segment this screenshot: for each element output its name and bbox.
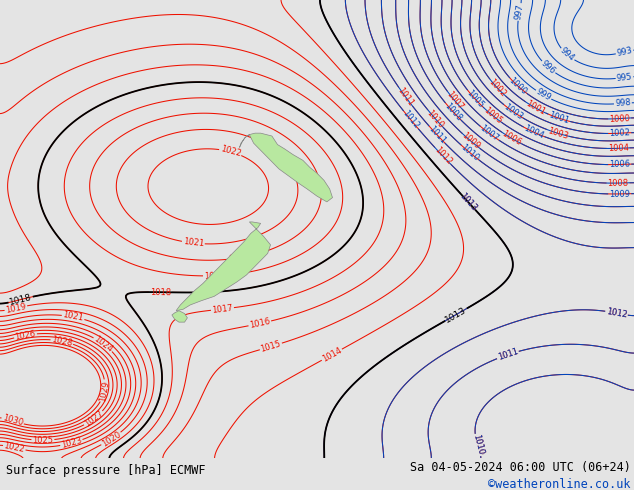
Text: 1028: 1028 <box>51 335 73 348</box>
Text: 1029: 1029 <box>98 380 110 402</box>
Text: 1012: 1012 <box>432 146 453 167</box>
Text: 1011: 1011 <box>427 124 448 146</box>
Text: 998: 998 <box>614 98 631 108</box>
Text: 1008: 1008 <box>443 101 463 122</box>
Text: 1017: 1017 <box>212 303 233 315</box>
Text: 1011: 1011 <box>496 347 519 362</box>
Text: 1020: 1020 <box>100 429 122 448</box>
Text: 1011: 1011 <box>496 347 519 362</box>
Text: 1002: 1002 <box>609 128 630 138</box>
Text: 1005: 1005 <box>482 105 503 125</box>
Text: 1000: 1000 <box>609 114 630 123</box>
Text: 1006: 1006 <box>609 160 630 169</box>
Text: 1021: 1021 <box>62 311 84 323</box>
Text: 1010: 1010 <box>425 108 446 130</box>
Text: 1023: 1023 <box>60 436 83 450</box>
Text: 1021: 1021 <box>183 238 204 248</box>
Text: 1010: 1010 <box>459 143 481 163</box>
Text: 995: 995 <box>616 72 633 83</box>
Text: 1012: 1012 <box>401 109 421 131</box>
Text: 1014: 1014 <box>320 345 343 364</box>
Text: 1020: 1020 <box>228 252 250 264</box>
Text: 1030: 1030 <box>1 414 24 428</box>
Text: 994: 994 <box>559 46 576 63</box>
Text: 1012: 1012 <box>605 307 628 319</box>
Polygon shape <box>172 311 188 322</box>
Text: 996: 996 <box>540 59 557 76</box>
Text: 1004: 1004 <box>607 144 629 153</box>
Text: 1012: 1012 <box>605 307 628 319</box>
Text: 993: 993 <box>616 46 633 58</box>
Text: 1015: 1015 <box>259 339 282 354</box>
Text: 1002: 1002 <box>487 77 508 98</box>
Text: 1007: 1007 <box>478 123 501 144</box>
Text: ©weatheronline.co.uk: ©weatheronline.co.uk <box>488 478 631 490</box>
Text: 1010: 1010 <box>471 434 485 456</box>
Text: 1027: 1027 <box>82 409 105 429</box>
Text: Surface pressure [hPa] ECMWF: Surface pressure [hPa] ECMWF <box>6 465 206 477</box>
Text: 1022: 1022 <box>3 441 25 454</box>
Text: 1013: 1013 <box>458 191 479 213</box>
Text: 1003: 1003 <box>502 102 524 122</box>
Text: 1001: 1001 <box>548 111 571 126</box>
Text: 1018: 1018 <box>150 288 171 297</box>
Polygon shape <box>176 222 271 311</box>
Text: 1005: 1005 <box>465 88 486 110</box>
Text: 1004: 1004 <box>522 123 545 141</box>
Text: Sa 04-05-2024 06:00 UTC (06+24): Sa 04-05-2024 06:00 UTC (06+24) <box>410 461 631 473</box>
Text: 1009: 1009 <box>609 189 630 198</box>
Text: 1018: 1018 <box>8 293 33 307</box>
Text: 1010: 1010 <box>471 434 485 456</box>
Text: 1022: 1022 <box>219 145 242 159</box>
Text: 1000: 1000 <box>507 76 529 97</box>
Text: 1019: 1019 <box>204 271 225 281</box>
Text: 1013: 1013 <box>458 191 479 213</box>
Text: 1003: 1003 <box>547 126 569 141</box>
Text: 1011: 1011 <box>396 86 415 108</box>
Text: 1019: 1019 <box>4 302 27 315</box>
Text: 1006: 1006 <box>500 129 523 147</box>
Text: 1025: 1025 <box>32 436 53 445</box>
Polygon shape <box>240 133 332 202</box>
Text: 1009: 1009 <box>460 131 482 151</box>
Text: 1001: 1001 <box>524 99 547 117</box>
Text: 997: 997 <box>514 3 526 21</box>
Text: 1024: 1024 <box>92 334 114 354</box>
Text: 1016: 1016 <box>249 317 271 330</box>
Text: 999: 999 <box>534 87 552 103</box>
Text: 1026: 1026 <box>14 329 37 342</box>
Text: 1013: 1013 <box>444 305 469 324</box>
Text: 1008: 1008 <box>607 178 629 188</box>
Text: 1007: 1007 <box>444 89 465 111</box>
